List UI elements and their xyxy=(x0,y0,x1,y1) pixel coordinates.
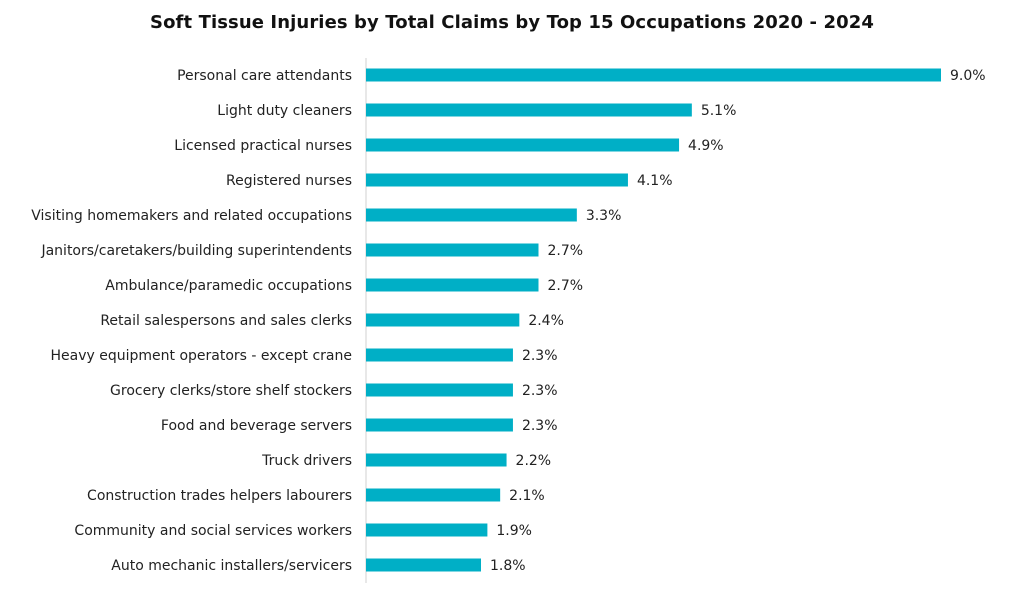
category-label: Retail salespersons and sales clerks xyxy=(100,313,352,329)
bar xyxy=(366,173,628,187)
category-label: Light duty cleaners xyxy=(217,103,352,119)
bar xyxy=(366,558,481,572)
data-label: 2.3% xyxy=(522,383,558,399)
bar xyxy=(366,523,488,537)
bar xyxy=(366,278,539,292)
category-label: Visiting homemakers and related occupati… xyxy=(31,208,352,224)
data-label: 2.7% xyxy=(548,243,584,259)
data-label: 9.0% xyxy=(950,68,986,84)
category-label: Personal care attendants xyxy=(177,68,352,84)
data-label: 2.3% xyxy=(522,418,558,434)
bar xyxy=(366,418,513,432)
data-label: 2.4% xyxy=(528,313,564,329)
category-label: Construction trades helpers labourers xyxy=(87,488,352,504)
category-labels: Personal care attendants Light duty clean… xyxy=(31,68,352,574)
category-label: Community and social services workers xyxy=(74,523,352,539)
category-label: Heavy equipment operators - except crane xyxy=(51,348,352,364)
bar xyxy=(366,488,501,502)
data-label: 3.3% xyxy=(586,208,622,224)
bar xyxy=(366,383,513,397)
category-label: Registered nurses xyxy=(226,173,352,189)
bars-group xyxy=(366,68,941,572)
chart-title: Soft Tissue Injuries by Total Claims by … xyxy=(150,12,874,33)
bar xyxy=(366,138,680,152)
category-label: Janitors/caretakers/building superintend… xyxy=(40,243,352,259)
category-label: Grocery clerks/store shelf stockers xyxy=(110,383,352,399)
data-label: 2.7% xyxy=(548,278,584,294)
data-label: 1.9% xyxy=(496,523,532,539)
category-label: Truck drivers xyxy=(261,453,352,469)
data-label: 2.2% xyxy=(516,453,552,469)
data-label: 4.1% xyxy=(637,173,673,189)
category-label: Ambulance/paramedic occupations xyxy=(105,278,352,294)
data-label: 4.9% xyxy=(688,138,724,154)
category-label: Licensed practical nurses xyxy=(174,138,352,154)
data-label: 2.1% xyxy=(509,488,545,504)
data-label: 5.1% xyxy=(701,103,737,119)
bar xyxy=(366,348,513,362)
category-label: Auto mechanic installers/servicers xyxy=(111,558,352,574)
bar xyxy=(366,68,941,82)
data-label: 2.3% xyxy=(522,348,558,364)
category-label: Food and beverage servers xyxy=(161,418,352,434)
bar xyxy=(366,208,577,222)
bar xyxy=(366,453,507,467)
bar xyxy=(366,103,692,117)
bar xyxy=(366,243,539,257)
data-label: 1.8% xyxy=(490,558,526,574)
value-labels: 9.0% 5.1% 4.9% 4.1% 3.3% 2.7% 2.7% 2.4% 2.3% 2.3%… xyxy=(490,68,986,574)
bar xyxy=(366,313,520,327)
